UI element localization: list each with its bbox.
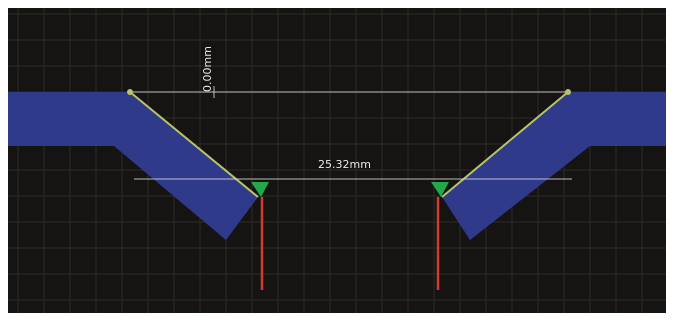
left-profile-shape[interactable]	[8, 92, 258, 240]
green-triangle-marker-icon[interactable]	[431, 182, 449, 197]
horizontal-gap-dimension-label: 25.32mm	[318, 158, 371, 171]
left-vertex-handle[interactable]	[127, 89, 133, 95]
green-triangle-marker-icon[interactable]	[251, 182, 269, 197]
right-vertex-handle[interactable]	[565, 89, 571, 95]
vertical-offset-dimension-label: 0.00mm	[201, 46, 214, 92]
right-profile-shape[interactable]	[442, 92, 666, 240]
grid-layer	[8, 8, 666, 313]
